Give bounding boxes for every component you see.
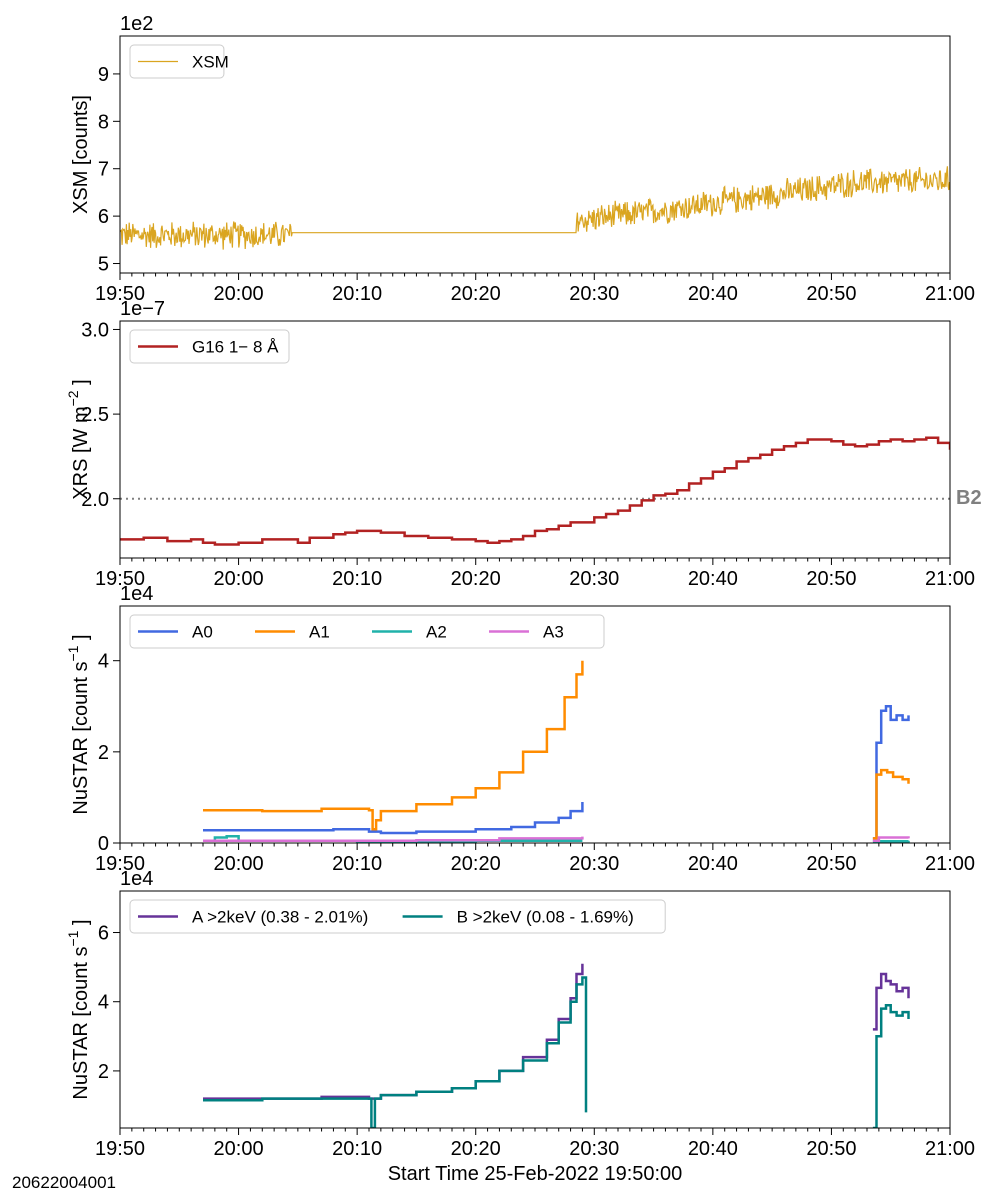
x-tick-label: 20:20 [451, 568, 501, 590]
x-tick-label: 20:40 [688, 283, 738, 305]
y-tick-label: 8 [98, 111, 109, 133]
legend-label: A3 [543, 623, 564, 642]
panel-1: 19:50 20:00 20:10 20:20 20:30 20:40 20:50 21:00… [70, 13, 975, 305]
y-tick-label: 4 [98, 992, 109, 1014]
x-tick-label: 20:30 [569, 853, 619, 875]
y-tick-label: 2.5 [81, 404, 109, 426]
figure-id: 20622004001 [12, 1173, 116, 1192]
x-tick-label: 20:10 [332, 568, 382, 590]
x-tick-label: 20:10 [332, 1138, 382, 1160]
y-tick-label: 2 [98, 1061, 109, 1083]
x-tick-label: 21:00 [925, 568, 975, 590]
legend-label: A0 [192, 623, 213, 642]
x-tick-label: 21:00 [925, 853, 975, 875]
x-tick-label: 19:50 [95, 568, 145, 590]
series-a-2kev-0-38-2-01--line-1 [872, 972, 910, 1031]
x-tick-label: 20:00 [214, 1138, 264, 1160]
offset-text: 1e4 [120, 583, 153, 605]
y-axis-label: XSM [counts] [70, 95, 92, 214]
y-tick-label: 0 [98, 833, 109, 855]
series-b-2kev-0-08-1-69--line-1 [872, 1003, 910, 1128]
legend-label: A >2keV (0.38 - 2.01%) [192, 908, 368, 927]
legend-label: XSM [192, 53, 229, 72]
series-a-2kev-0-38-2-01--line-0 [203, 963, 584, 1100]
x-tick-label: 20:20 [451, 1138, 501, 1160]
series-xsm-line-0 [120, 166, 950, 250]
offset-text: 1e2 [120, 13, 153, 35]
x-tick-label: 20:40 [688, 568, 738, 590]
plot-area [203, 660, 910, 843]
legend-box [129, 614, 605, 649]
y-tick-label: 2 [98, 742, 109, 764]
y-tick-label: 6 [98, 923, 109, 945]
series-a0-line-0 [203, 802, 584, 835]
series-a1-line-1 [872, 768, 910, 840]
x-tick-label: 21:00 [925, 283, 975, 305]
y-tick-label: 5 [98, 254, 109, 276]
x-tick-label: 20:50 [806, 568, 856, 590]
y-tick-label: 2.0 [81, 489, 109, 511]
offset-text: 1e−7 [120, 298, 165, 320]
x-tick-label: 20:00 [214, 283, 264, 305]
x-tick-label: 20:40 [688, 1138, 738, 1160]
y-axis-label: NuSTAR [count s−1 ] [65, 634, 92, 814]
y-axis-label: XRS [W m−2 ] [65, 379, 92, 499]
x-axis-label: Start Time 25-Feb-2022 19:50:00 [388, 1163, 683, 1185]
panel-3: 19:50 20:00 20:10 20:20 20:30 20:40 20:50 21:00… [65, 583, 975, 875]
legend-box [129, 899, 666, 934]
legend-label: A1 [309, 623, 330, 642]
x-tick-label: 20:20 [451, 853, 501, 875]
x-tick-label: 19:50 [95, 853, 145, 875]
legend-label: B >2keV (0.08 - 1.69%) [457, 908, 634, 927]
legend-label: A2 [426, 623, 447, 642]
y-tick-label: 7 [98, 159, 109, 181]
plot-area [203, 963, 910, 1128]
plot-area [120, 166, 950, 250]
plot-area [120, 436, 950, 546]
legend: XSM [129, 44, 229, 79]
reference-label: B2 [956, 487, 982, 509]
legend-box [129, 329, 290, 364]
legend: A0 A1 A2 A3 [129, 614, 605, 649]
legend: G16 1− 8 Å [129, 329, 290, 364]
x-tick-label: 19:50 [95, 283, 145, 305]
x-tick-label: 20:30 [569, 283, 619, 305]
x-tick-label: 20:30 [569, 568, 619, 590]
series-a1-line-0 [203, 660, 584, 831]
legend-label: G16 1− 8 Å [192, 338, 279, 357]
x-tick-label: 20:00 [214, 568, 264, 590]
panel-4: 19:50 20:00 20:10 20:20 20:30 20:40 20:50 21:00… [65, 868, 975, 1160]
offset-text: 1e4 [120, 868, 153, 890]
x-tick-label: 20:00 [214, 853, 264, 875]
x-tick-label: 20:10 [332, 283, 382, 305]
series-a2-line-1 [872, 839, 910, 843]
series-a3-line-1 [872, 836, 910, 842]
x-tick-label: 20:20 [451, 283, 501, 305]
x-tick-label: 20:50 [806, 283, 856, 305]
x-tick-label: 20:10 [332, 853, 382, 875]
x-tick-label: 19:50 [95, 1138, 145, 1160]
y-tick-label: 9 [98, 64, 109, 86]
series-a0-line-1 [872, 705, 910, 840]
legend: A >2keV (0.38 - 2.01%) B >2keV (0.08 - 1.… [129, 899, 666, 934]
y-tick-label: 4 [98, 651, 109, 673]
series-g16-1-8--line-0 [120, 436, 950, 546]
x-tick-label: 21:00 [925, 1138, 975, 1160]
series-a3-line-0 [203, 836, 584, 842]
y-tick-label: 6 [98, 206, 109, 228]
y-tick-label: 3.0 [81, 319, 109, 341]
y-axis-label: NuSTAR [count s−1 ] [65, 919, 92, 1099]
x-tick-label: 20:50 [806, 853, 856, 875]
panel-2: B2 19:50 20:00 20:10 20:20 20:30 20:40 20:50 21:… [65, 298, 982, 590]
x-tick-label: 20:40 [688, 853, 738, 875]
x-tick-label: 20:50 [806, 1138, 856, 1160]
x-tick-label: 20:30 [569, 1138, 619, 1160]
series-b-2kev-0-08-1-69--line-0 [203, 976, 588, 1128]
